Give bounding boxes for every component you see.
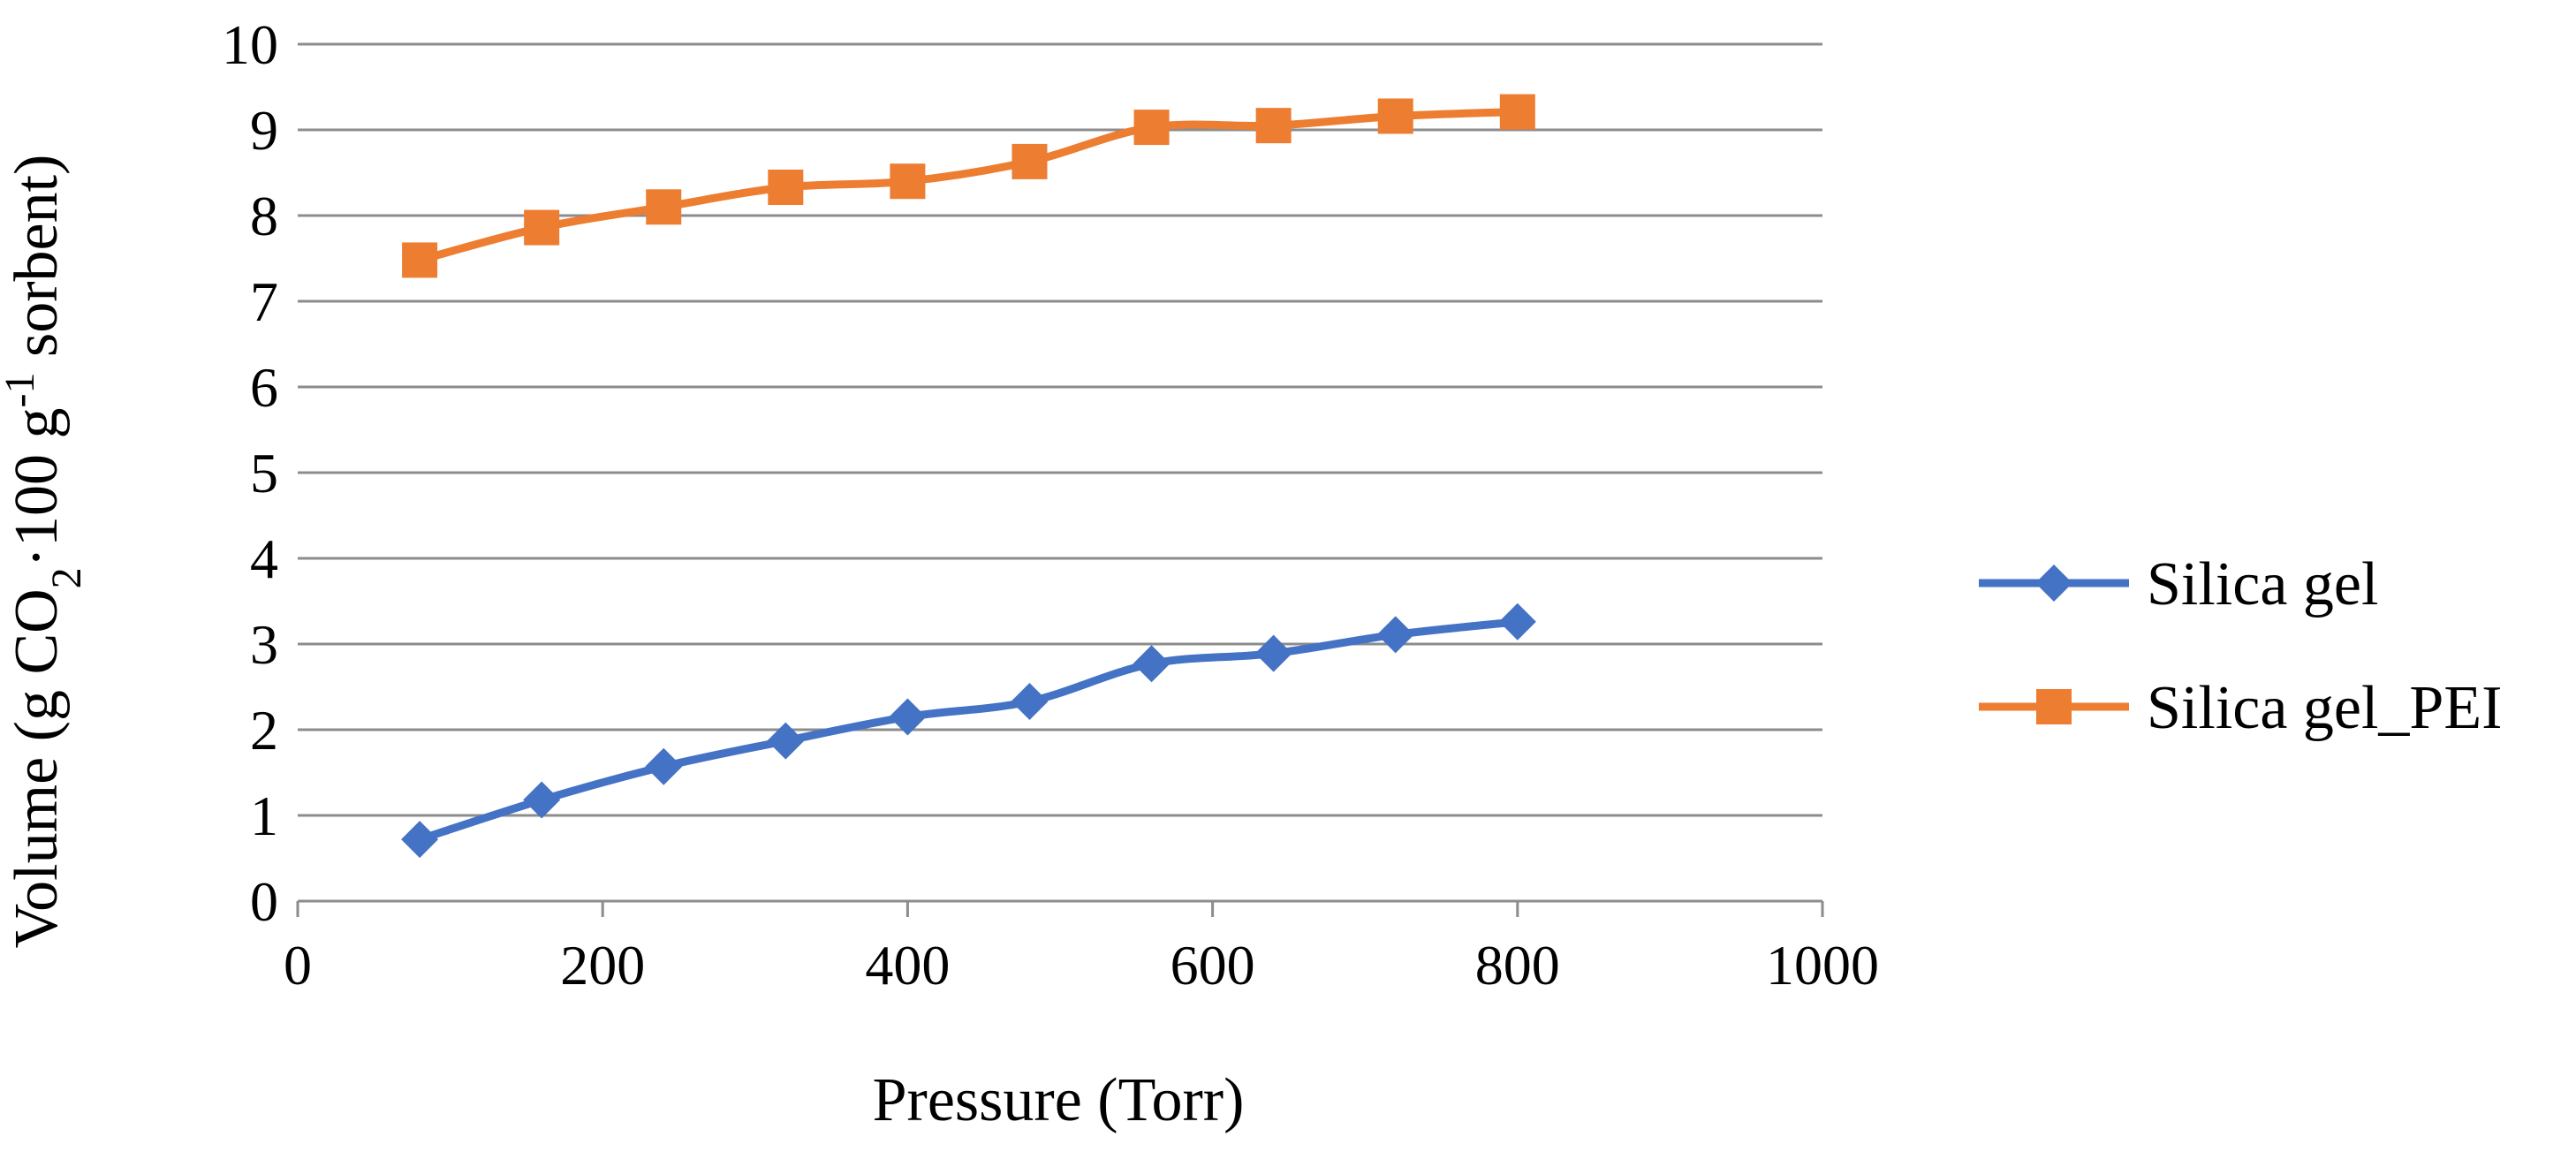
- data-point: [1376, 616, 1414, 654]
- y-tick-label: 8: [250, 185, 278, 247]
- legend: Silica gel Silica gel_PEI: [1979, 550, 2502, 742]
- y-axis-title-superscript: -1: [0, 373, 43, 408]
- data-point: [524, 209, 560, 246]
- y-tick-label: 2: [250, 699, 278, 762]
- y-axis-title-part: Volume (g CO: [3, 588, 71, 948]
- data-point: [402, 242, 438, 278]
- data-point: [1133, 110, 1170, 146]
- data-point: [1254, 634, 1292, 672]
- y-tick-label: 0: [250, 870, 278, 933]
- data-point: [1255, 108, 1292, 144]
- y-tick-label: 9: [250, 99, 278, 162]
- series-layer: [401, 94, 1536, 859]
- y-tick-label: 6: [250, 356, 278, 419]
- legend-entry: Silica gel_PEI: [1979, 674, 2502, 742]
- legend-swatch-marker: [2036, 689, 2072, 724]
- y-axis-title-subscript: 2: [43, 567, 90, 588]
- data-point: [646, 189, 682, 225]
- x-tick-label: 200: [560, 934, 645, 997]
- data-point: [1133, 645, 1171, 683]
- x-tick-label: 400: [865, 934, 950, 997]
- data-point: [1377, 98, 1413, 134]
- legend-swatch-marker: [2035, 565, 2072, 602]
- y-axis-title-part: ·100 g: [3, 408, 71, 568]
- data-point: [768, 169, 804, 205]
- legend-entry: Silica gel: [1979, 550, 2378, 618]
- data-point: [401, 821, 439, 859]
- data-point: [767, 722, 805, 760]
- series-silica-gel: [401, 603, 1536, 859]
- data-point: [889, 698, 927, 736]
- data-point: [1499, 94, 1535, 130]
- x-tick-label: 0: [284, 934, 312, 997]
- x-tick-label: 600: [1171, 934, 1255, 997]
- y-tick-label: 7: [250, 270, 278, 333]
- data-point: [523, 781, 561, 819]
- gridlines: [298, 42, 1822, 817]
- y-tick-label: 10: [222, 13, 278, 76]
- axes: 0 1 2 3 4 5 6 7 8 9 10 0 200 400 600 800 1000: [222, 13, 1879, 997]
- x-tick-label: 1000: [1766, 934, 1879, 997]
- data-point: [1011, 143, 1048, 179]
- legend-label: Silica gel_PEI: [2147, 674, 2502, 742]
- x-tick-label: 800: [1475, 934, 1560, 997]
- y-tick-label: 5: [250, 442, 278, 504]
- y-tick-label: 1: [250, 784, 278, 847]
- y-axis-title: Volume (g CO2·100 g-1 sorbent): [0, 155, 90, 949]
- series-silica-gel-pei: [402, 94, 1535, 278]
- data-point: [1011, 682, 1049, 720]
- x-axis-title: Pressure (Torr): [873, 1066, 1245, 1134]
- data-point: [890, 163, 926, 200]
- data-point: [1498, 603, 1536, 640]
- series-line: [415, 108, 1522, 264]
- y-tick-label: 3: [250, 613, 278, 676]
- y-tick-label: 4: [250, 527, 278, 590]
- series-line: [415, 618, 1522, 844]
- legend-label: Silica gel: [2147, 550, 2378, 618]
- data-point: [645, 747, 683, 785]
- y-axis-title-part: sorbent): [3, 155, 71, 373]
